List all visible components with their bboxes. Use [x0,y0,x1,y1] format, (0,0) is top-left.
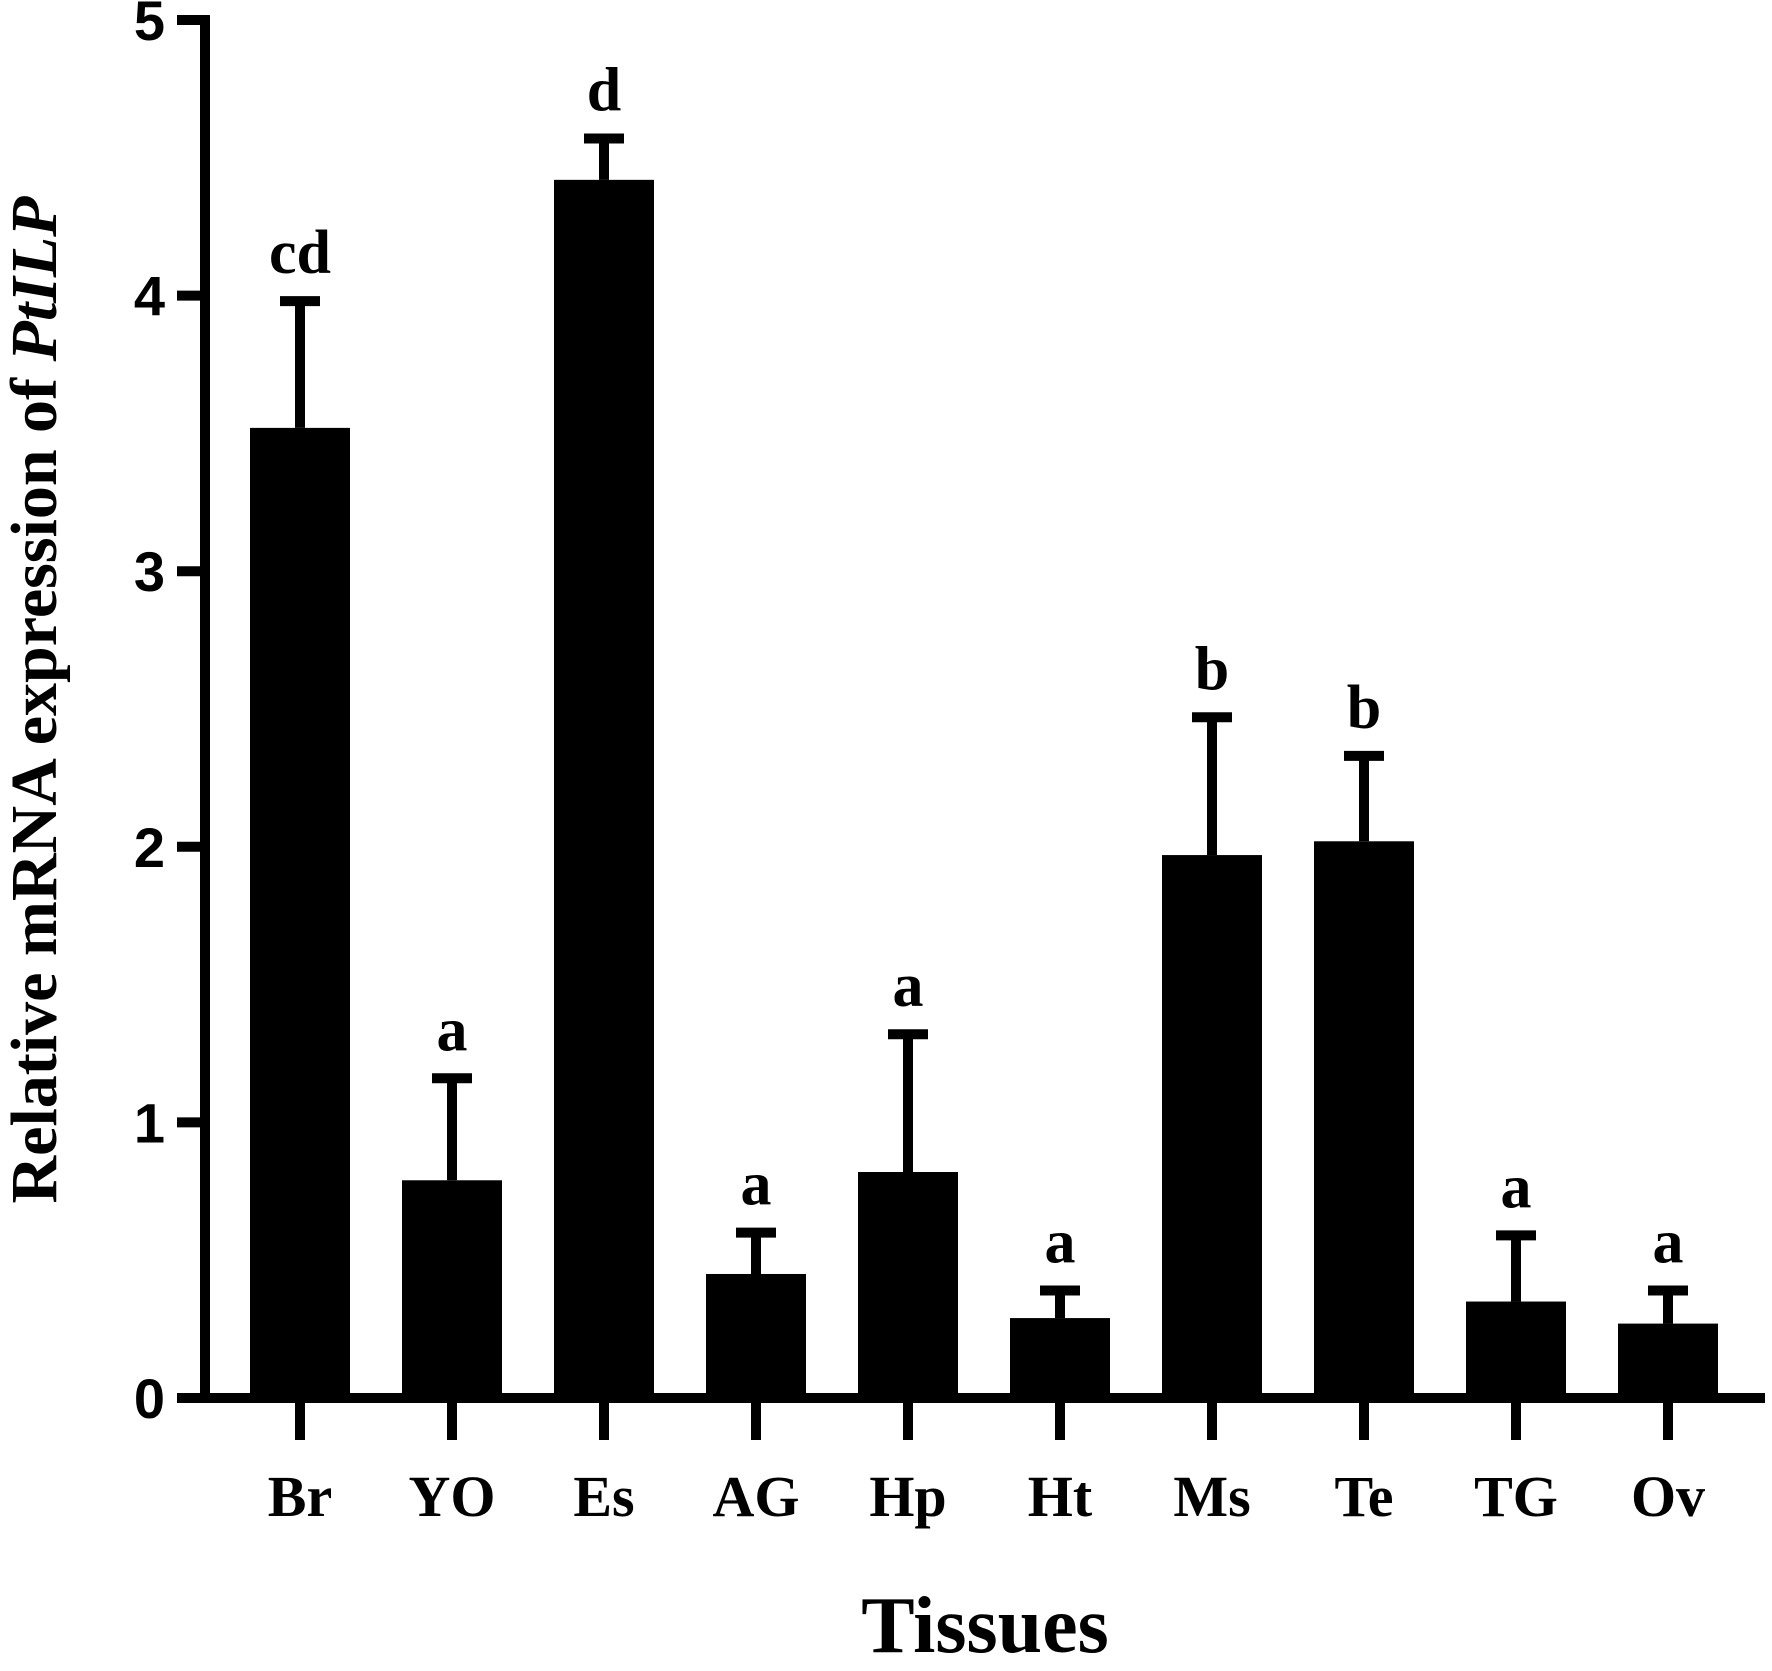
significance-label: cd [269,219,331,287]
x-axis-label: Tissues [861,1582,1109,1670]
x-tick-label: Ms [1173,1464,1250,1529]
plot-area: 0 1 2 3 4 5 Br cd YO a Es d AG a Hp a Ht a Ms b Te b TG a Ov a [134,0,1765,1529]
x-tick-label: Br [268,1464,332,1529]
x-tick-label: Es [573,1464,634,1529]
significance-label: b [1347,674,1381,742]
bar [858,1172,958,1398]
x-tick-label: YO [409,1464,496,1529]
y-tick-label: 5 [134,0,165,52]
bar [1314,841,1414,1398]
bar [1618,1323,1718,1398]
bar [706,1273,806,1398]
bar [1466,1301,1566,1398]
y-tick-label: 1 [134,1091,165,1154]
significance-label: d [587,57,621,125]
significance-label: a [1653,1209,1684,1277]
y-axis-label: Relative mRNA expression of PtILP [0,196,71,1204]
significance-label: a [1501,1153,1532,1221]
significance-label: a [893,952,924,1020]
x-tick-label: Ht [1028,1464,1093,1529]
bar [1162,855,1262,1398]
x-tick-label: AG [713,1464,800,1529]
y-tick-label: 4 [134,265,165,328]
y-axis-label-gene: PtILP [0,196,71,363]
significance-label: a [741,1151,772,1219]
significance-label: b [1195,635,1229,703]
x-tick-label: TG [1474,1464,1558,1529]
bar [1010,1318,1110,1398]
significance-label: a [437,996,468,1064]
x-tick-label: Ov [1631,1464,1705,1529]
y-axis-label-text: Relative mRNA expression of [0,361,71,1203]
significance-label: a [1045,1209,1076,1277]
bar [250,427,350,1398]
bar [402,1180,502,1398]
y-tick-label: 2 [134,816,165,879]
bar [554,179,654,1398]
y-tick-label: 3 [134,540,165,603]
x-tick-label: Te [1334,1464,1393,1529]
x-tick-label: Hp [869,1464,946,1529]
y-tick-label: 0 [134,1367,165,1430]
